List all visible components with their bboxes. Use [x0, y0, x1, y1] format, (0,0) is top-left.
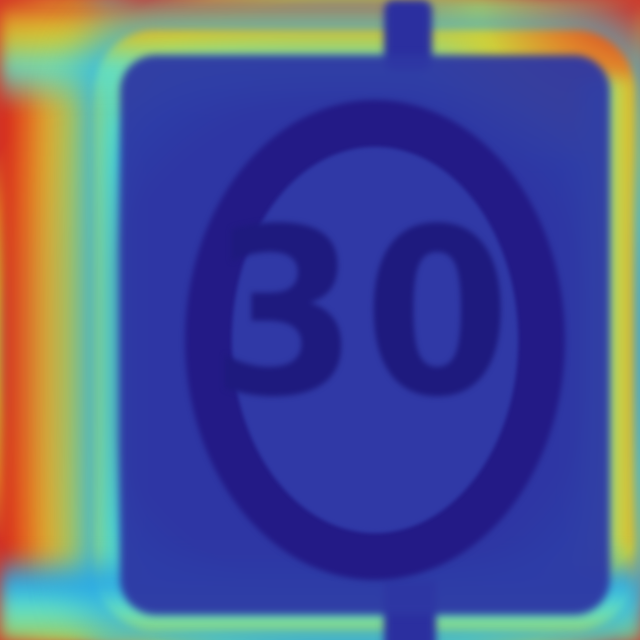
speed-limit-number: 30	[210, 181, 517, 448]
speed-limit-face	[233, 148, 517, 532]
